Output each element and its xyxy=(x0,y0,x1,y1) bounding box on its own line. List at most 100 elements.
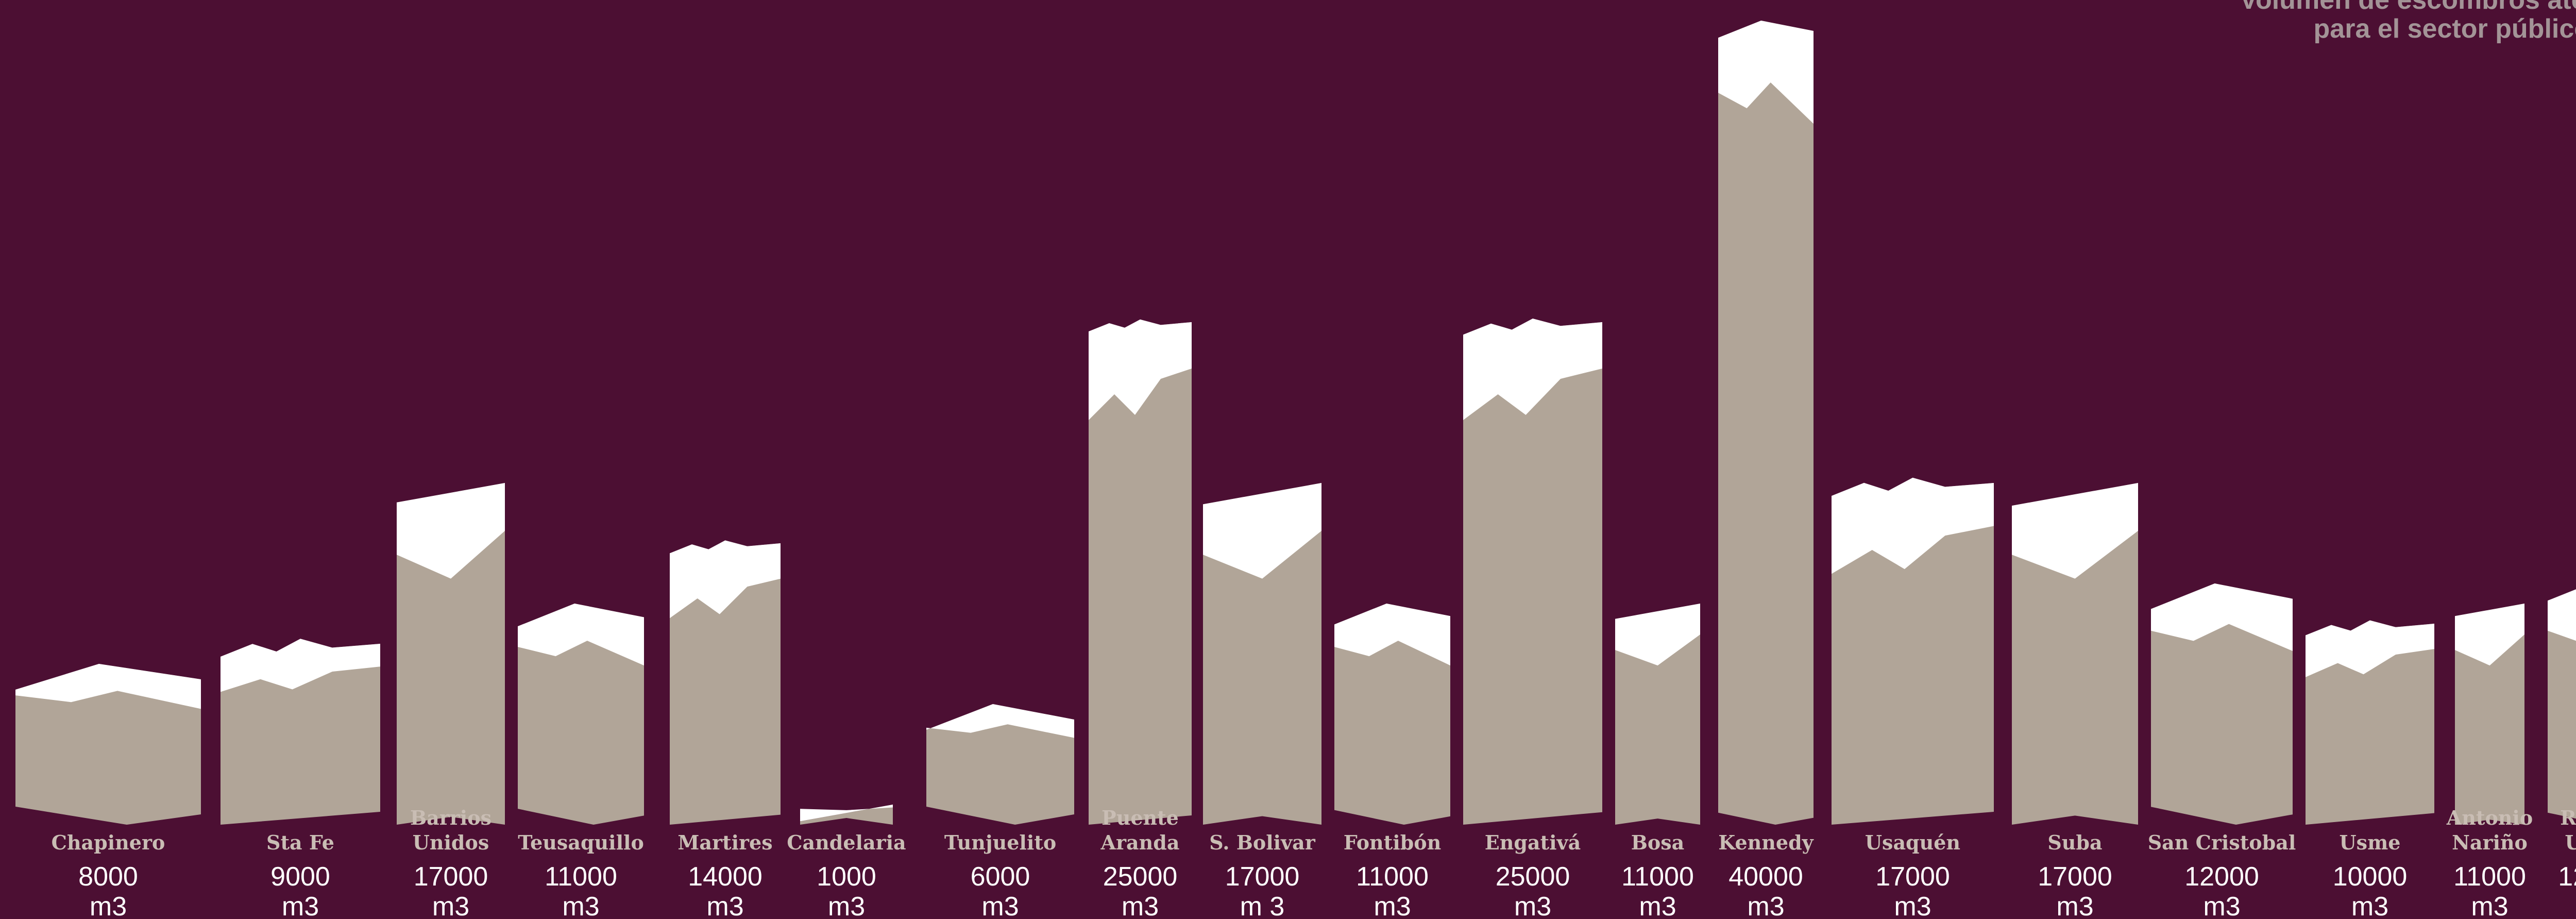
district-label-teusaquillo: Teusaquillo xyxy=(518,831,644,854)
unit-label-candelaria: m3 xyxy=(828,892,865,919)
bar-top-tunjuelito xyxy=(926,704,1074,738)
value-label-kennedy: 40000 xyxy=(1728,862,1803,892)
unit-label-teusaquillo: m3 xyxy=(562,892,599,919)
bar-usaquen xyxy=(1832,483,1994,825)
bar-top-fontibon xyxy=(1334,604,1450,666)
district-label-kennedy: Kennedy xyxy=(1718,831,1814,854)
bar-s-bolivar xyxy=(1203,483,1321,825)
bar-top-usaquen xyxy=(1832,477,1994,574)
unit-label-barrios-unidos: m3 xyxy=(432,892,469,919)
unit-label-san-cristobal: m3 xyxy=(2203,892,2240,919)
value-label-chapinero: 8000 xyxy=(78,862,138,892)
bar-top-puente-aranda xyxy=(1089,319,1192,420)
bar-usme xyxy=(2306,624,2434,825)
value-label-bosa: 11000 xyxy=(1621,862,1694,892)
value-label-barrios-unidos: 17000 xyxy=(414,862,488,892)
district-label-barrios-unidos-line-1: Barrios xyxy=(410,806,492,829)
chart-title-line-2: para el sector público - 201 xyxy=(2313,14,2576,44)
bar-suba xyxy=(2012,483,2138,825)
bar-teusaquillo xyxy=(518,604,644,825)
bar-candelaria xyxy=(800,805,893,825)
chart-title-line-1: Volumen de escombros atendido xyxy=(2240,0,2576,15)
bar-antonio-narino xyxy=(2455,604,2524,825)
bar-top-teusaquillo xyxy=(518,604,644,666)
district-label-usaquen: Usaquén xyxy=(1865,831,1960,854)
district-label-puente-aranda-line-2: Aranda xyxy=(1100,831,1180,854)
bar-puente-aranda xyxy=(1089,322,1192,825)
bar-tunjuelito xyxy=(926,704,1074,825)
unit-label-martires: m3 xyxy=(706,892,743,919)
value-label-usme: 10000 xyxy=(2333,862,2408,892)
unit-label-suba: m3 xyxy=(2056,892,2093,919)
value-label-usaquen: 17000 xyxy=(1875,862,1950,892)
district-label-antonio-narino-line-2: Nariño xyxy=(2452,831,2528,854)
bar-rafael-uribe xyxy=(2548,589,2576,819)
district-label-sta-fe: Sta Fe xyxy=(266,831,334,854)
district-label-rafael-uribe-line-2: Uribe xyxy=(2565,831,2576,854)
district-label-martires: Martires xyxy=(677,831,772,854)
unit-label-chapinero: m3 xyxy=(90,892,127,919)
value-label-martires: 14000 xyxy=(688,862,762,892)
bar-top-bosa xyxy=(1615,604,1700,666)
district-label-barrios-unidos-line-2: Unidos xyxy=(413,831,489,854)
unit-label-usaquen: m3 xyxy=(1894,892,1931,919)
bar-top-barrios-unidos xyxy=(397,483,505,579)
district-label-rafael-uribe-line-1: Rafael xyxy=(2560,806,2576,829)
bar-top-rafael-uribe xyxy=(2548,589,2576,641)
bar-san-cristobal xyxy=(2151,583,2293,825)
unit-label-bosa: m3 xyxy=(1639,892,1676,919)
value-label-san-cristobal: 12000 xyxy=(2184,862,2259,892)
unit-label-usme: m3 xyxy=(2351,892,2388,919)
bar-top-suba xyxy=(2012,483,2138,579)
bar-top-martires xyxy=(670,540,781,619)
unit-label-puente-aranda: m3 xyxy=(1122,892,1159,919)
bar-fontibon xyxy=(1334,604,1450,825)
district-label-usme: Usme xyxy=(2340,831,2401,854)
district-label-bosa: Bosa xyxy=(1631,831,1684,854)
unit-label-tunjuelito: m3 xyxy=(981,892,1019,919)
district-label-san-cristobal: San Cristobal xyxy=(2148,831,2296,854)
bar-martires xyxy=(670,543,781,825)
unit-label-antonio-narino: m3 xyxy=(2471,892,2508,919)
value-label-antonio-narino: 11000 xyxy=(2453,862,2526,892)
bar-top-antonio-narino xyxy=(2455,604,2524,666)
value-label-engativa: 25000 xyxy=(1496,862,1570,892)
value-label-fontibon: 11000 xyxy=(1356,862,1429,892)
value-label-rafael-uribe: 12000 xyxy=(2558,862,2576,892)
value-label-s-bolivar: 17000 xyxy=(1225,862,1300,892)
bar-top-sta-fe xyxy=(221,639,380,692)
value-label-candelaria: 1000 xyxy=(817,862,876,892)
bar-kennedy xyxy=(1718,21,1814,825)
district-label-suba: Suba xyxy=(2047,831,2102,854)
value-label-tunjuelito: 6000 xyxy=(971,862,1030,892)
district-label-puente-aranda-line-1: Puente xyxy=(1101,806,1179,829)
bar-top-s-bolivar xyxy=(1203,483,1321,579)
district-label-s-bolivar: S. Bolivar xyxy=(1209,831,1316,854)
unit-label-kennedy: m3 xyxy=(1747,892,1784,919)
value-label-teusaquillo: 11000 xyxy=(545,862,617,892)
value-label-suba: 17000 xyxy=(2038,862,2112,892)
district-label-chapinero: Chapinero xyxy=(52,831,165,854)
unit-label-sta-fe: m3 xyxy=(282,892,319,919)
district-label-tunjuelito: Tunjuelito xyxy=(944,831,1056,854)
bar-top-engativa xyxy=(1463,318,1602,420)
bar-engativa xyxy=(1463,322,1602,825)
district-label-engativa: Engativá xyxy=(1485,831,1581,854)
unit-label-fontibon: m3 xyxy=(1374,892,1411,919)
district-label-antonio-narino-line-1: Antonio xyxy=(2446,806,2533,829)
bar-top-chapinero xyxy=(15,664,201,709)
value-label-puente-aranda: 25000 xyxy=(1103,862,1178,892)
district-label-fontibon: Fontibón xyxy=(1344,831,1441,854)
value-label-sta-fe: 9000 xyxy=(270,862,330,892)
bar-top-san-cristobal xyxy=(2151,583,2293,651)
district-label-candelaria: Candelaria xyxy=(787,831,906,854)
bar-top-kennedy xyxy=(1718,21,1814,124)
bar-chapinero xyxy=(15,664,201,825)
bar-sta-fe xyxy=(221,644,380,825)
bar-top-candelaria xyxy=(800,805,893,822)
bar-barrios-unidos xyxy=(397,483,505,825)
bar-top-usme xyxy=(2306,620,2434,677)
bar-bosa xyxy=(1615,604,1700,825)
